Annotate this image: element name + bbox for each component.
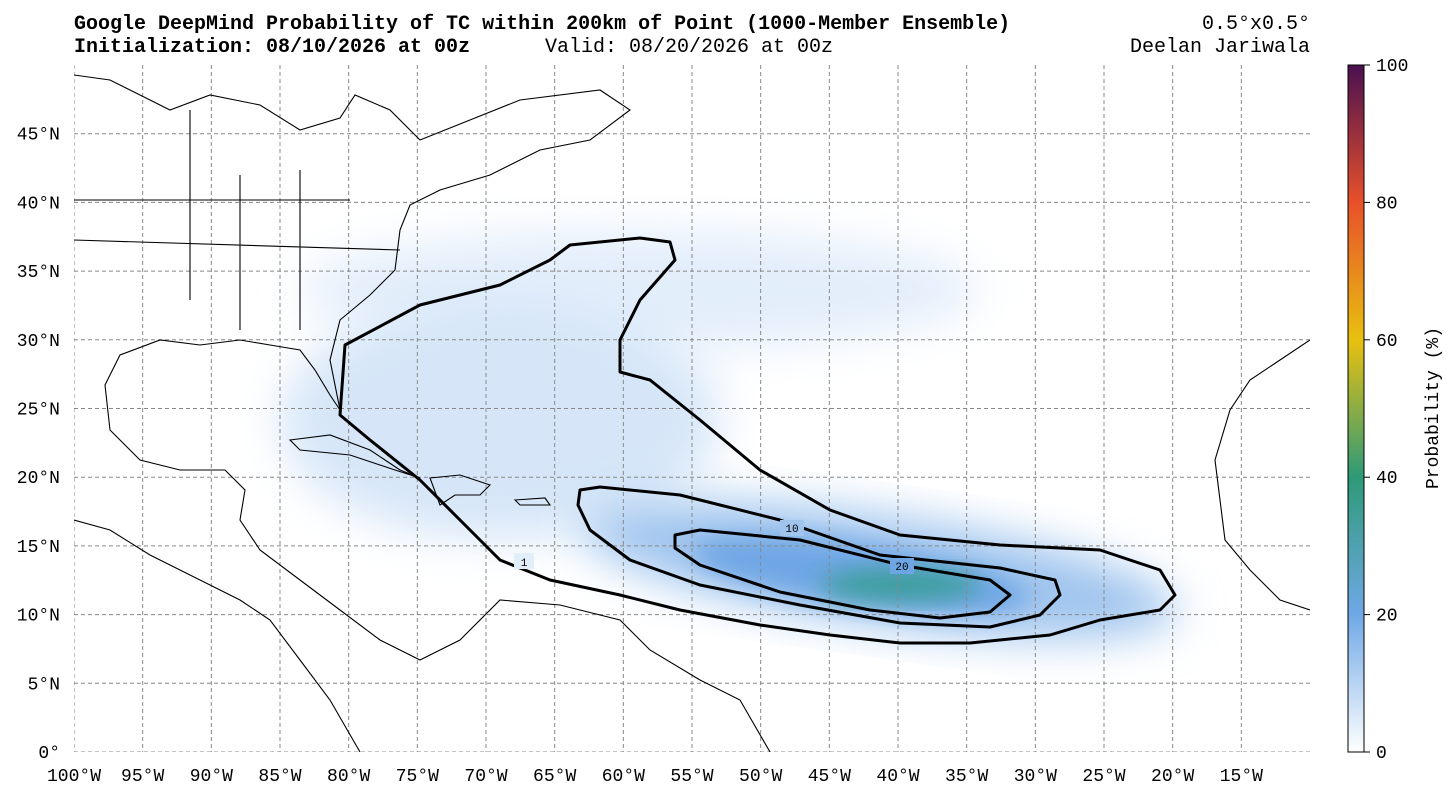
- x-tick-label: 100°W: [47, 767, 101, 787]
- author: Deelan Jariwala: [1130, 36, 1310, 59]
- x-tick-label: 75°W: [396, 767, 439, 787]
- contour-label: 20: [895, 562, 908, 574]
- map-panel: 1 10 20: [74, 65, 1310, 752]
- y-tick-label: 15°N: [17, 538, 60, 558]
- x-tick-label: 35°W: [945, 767, 988, 787]
- initialization: Initialization: 08/10/2026 at 00z: [74, 36, 470, 59]
- colorbar-tick-label: 60: [1376, 332, 1398, 352]
- contour-label: 10: [785, 524, 798, 536]
- x-tick-label: 40°W: [876, 767, 919, 787]
- x-tick-label: 60°W: [602, 767, 645, 787]
- coastlines: [74, 74, 1310, 752]
- colorbar-tick-label: 0: [1376, 744, 1387, 764]
- contour-label: 1: [521, 558, 528, 570]
- x-tick-label: 25°W: [1082, 767, 1125, 787]
- y-tick-label: 0°: [38, 744, 60, 764]
- valid-time: Valid: 08/20/2026 at 00z: [545, 36, 833, 59]
- colorbar-tick-label: 40: [1376, 469, 1398, 489]
- colorbar: [1347, 64, 1365, 753]
- y-tick-label: 10°N: [17, 607, 60, 627]
- y-tick-label: 20°N: [17, 469, 60, 489]
- y-tick-label: 45°N: [17, 126, 60, 146]
- x-tick-label: 95°W: [121, 767, 164, 787]
- x-tick-label: 45°W: [808, 767, 851, 787]
- x-tick-label: 70°W: [464, 767, 507, 787]
- colorbar-tick-label: 80: [1376, 194, 1398, 214]
- y-tick-label: 30°N: [17, 332, 60, 352]
- x-tick-label: 90°W: [190, 767, 233, 787]
- x-tick-label: 85°W: [258, 767, 301, 787]
- colorbar-tick-label: 20: [1376, 607, 1398, 627]
- y-tick-label: 35°N: [17, 263, 60, 283]
- contours: 1 10 20: [338, 236, 1177, 645]
- x-tick-label: 50°W: [739, 767, 782, 787]
- resolution: 0.5°x0.5°: [1202, 13, 1310, 36]
- y-tick-label: 5°N: [28, 675, 60, 695]
- probability-field: [280, 230, 1178, 639]
- axis-labels: 100°W 95°W 90°W 85°W 80°W 75°W 70°W 65°W 60°W 55°…: [17, 126, 1263, 787]
- graticule: [74, 65, 1310, 752]
- x-tick-label: 80°W: [327, 767, 370, 787]
- y-tick-label: 25°N: [17, 401, 60, 421]
- colorbar-label: Probability (%): [1424, 327, 1444, 489]
- x-tick-label: 20°W: [1151, 767, 1194, 787]
- x-tick-label: 15°W: [1220, 767, 1263, 787]
- x-tick-label: 30°W: [1014, 767, 1057, 787]
- x-tick-label: 65°W: [533, 767, 576, 787]
- title: Google DeepMind Probability of TC within…: [74, 13, 1010, 36]
- colorbar-ticks: 0 20 40 60 80 100: [1364, 57, 1408, 764]
- x-tick-label: 55°W: [670, 767, 713, 787]
- colorbar-tick-label: 100: [1376, 57, 1408, 77]
- y-tick-label: 40°N: [17, 194, 60, 214]
